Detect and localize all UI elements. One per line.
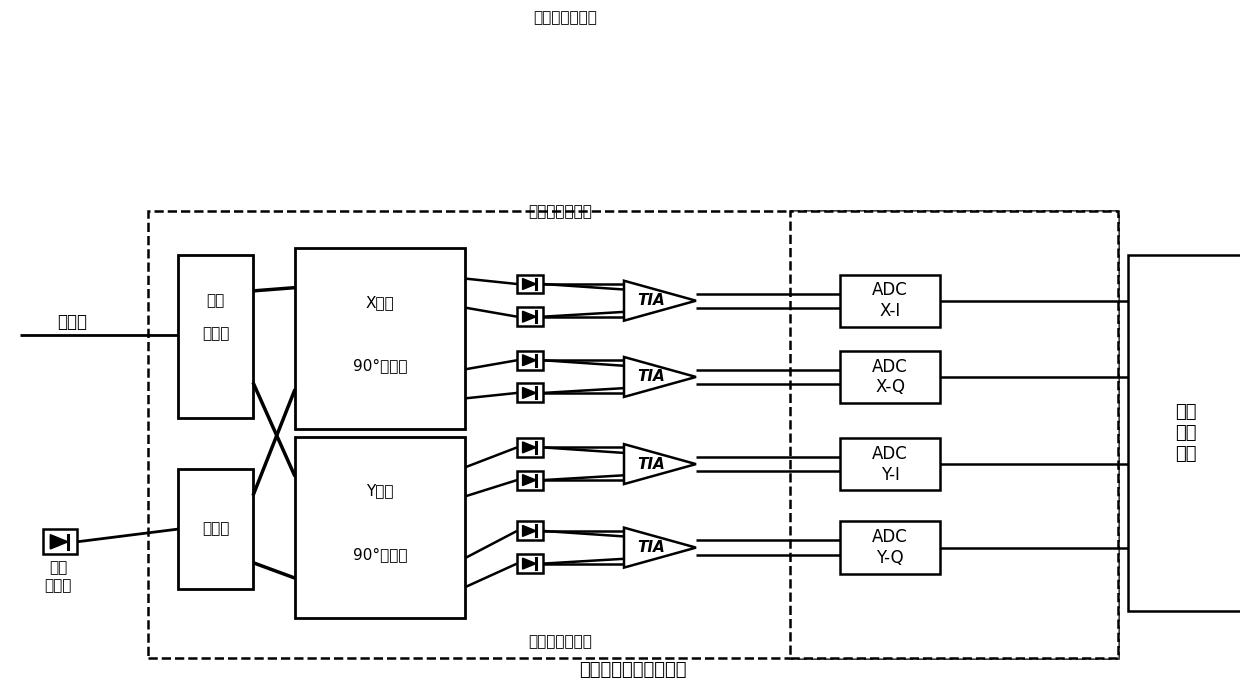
- Polygon shape: [624, 357, 696, 397]
- Bar: [1128, 255, 1240, 611]
- Text: ADC
Y-I: ADC Y-I: [872, 445, 908, 483]
- Polygon shape: [522, 355, 536, 366]
- Polygon shape: [522, 526, 536, 536]
- Text: ADC
Y-Q: ADC Y-Q: [872, 528, 908, 567]
- Text: TIA: TIA: [637, 293, 665, 308]
- Text: 90°混频器: 90°混频器: [352, 547, 407, 562]
- Polygon shape: [522, 558, 536, 569]
- Bar: [179, 255, 253, 418]
- Bar: [517, 554, 543, 573]
- Bar: [790, 211, 1118, 658]
- Text: 偏振: 偏振: [206, 293, 224, 308]
- Text: 分束器: 分束器: [202, 521, 229, 536]
- Bar: [517, 438, 543, 457]
- Polygon shape: [624, 444, 696, 484]
- Bar: [839, 351, 940, 403]
- Polygon shape: [522, 278, 536, 289]
- Bar: [179, 469, 253, 589]
- Bar: [43, 530, 77, 554]
- Polygon shape: [522, 475, 536, 485]
- Text: 本振
激光器: 本振 激光器: [45, 560, 72, 593]
- Polygon shape: [522, 388, 536, 399]
- Text: 平衡光电探测器: 平衡光电探测器: [533, 10, 596, 25]
- Text: TIA: TIA: [637, 540, 665, 555]
- Bar: [148, 211, 1118, 658]
- Bar: [295, 248, 465, 429]
- Polygon shape: [624, 280, 696, 320]
- Bar: [517, 351, 543, 369]
- Text: 信号光: 信号光: [57, 313, 87, 331]
- Polygon shape: [522, 311, 536, 322]
- Text: ADC
X-I: ADC X-I: [872, 281, 908, 320]
- Bar: [517, 274, 543, 293]
- Bar: [839, 438, 940, 490]
- Bar: [839, 521, 940, 574]
- Bar: [839, 274, 940, 327]
- Bar: [517, 471, 543, 490]
- Bar: [517, 384, 543, 403]
- Bar: [517, 521, 543, 540]
- Text: 平衡光电探测器: 平衡光电探测器: [528, 204, 591, 219]
- Text: ADC
X-Q: ADC X-Q: [872, 358, 908, 397]
- Text: TIA: TIA: [637, 369, 665, 384]
- Polygon shape: [624, 528, 696, 568]
- Text: Y偏振: Y偏振: [366, 483, 394, 498]
- Text: X偏振: X偏振: [366, 295, 394, 310]
- Text: 数字
信号
处理: 数字 信号 处理: [1174, 403, 1197, 462]
- Polygon shape: [522, 442, 536, 453]
- Text: 平衡光电探测器: 平衡光电探测器: [528, 634, 591, 649]
- Bar: [517, 307, 543, 326]
- Polygon shape: [51, 534, 68, 549]
- Text: TIA: TIA: [637, 456, 665, 472]
- Bar: [295, 437, 465, 618]
- Text: 偏振分集的相干接收机: 偏振分集的相干接收机: [579, 661, 687, 679]
- Text: 90°混频器: 90°混频器: [352, 359, 407, 373]
- Text: 分束器: 分束器: [202, 326, 229, 341]
